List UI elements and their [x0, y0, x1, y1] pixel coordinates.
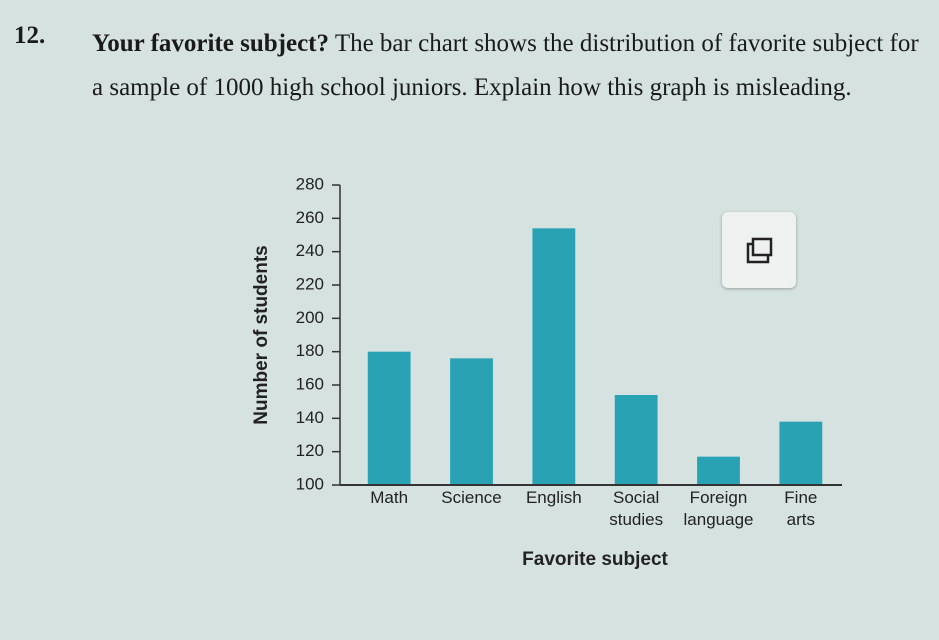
- x-tick-label: English: [525, 488, 582, 507]
- x-tick-label: Math: [370, 488, 409, 507]
- x-axis-label: Favorite subject: [522, 549, 668, 570]
- bar: [614, 395, 658, 485]
- x-tick-label: Foreign language: [683, 488, 754, 529]
- bar: [779, 421, 823, 485]
- y-tick-label: 120: [296, 441, 324, 460]
- y-tick-label: 180: [296, 341, 324, 360]
- bar: [697, 456, 740, 485]
- bar: [532, 228, 576, 486]
- y-tick-label: 200: [296, 308, 324, 327]
- y-tick-label: 160: [296, 374, 324, 393]
- y-tick-label: 140: [296, 408, 324, 427]
- copy-icon: [746, 237, 773, 264]
- question-number: 12.: [14, 22, 46, 49]
- question-text: The bar chart shows the distribution of …: [92, 30, 919, 101]
- y-tick-label: 260: [296, 208, 324, 227]
- bar: [450, 358, 493, 485]
- y-tick-label: 100: [296, 474, 324, 493]
- y-axis-label: Number of students: [251, 245, 272, 424]
- bar: [367, 351, 411, 485]
- x-tick-label: Social studies: [609, 488, 664, 529]
- copy-button[interactable]: [722, 212, 796, 288]
- question-title: Your favorite subject?: [92, 30, 329, 57]
- y-tick-label: 240: [296, 241, 324, 260]
- question-body: Your favorite subject? The bar chart sho…: [92, 22, 932, 110]
- x-tick-label: Science: [441, 488, 502, 507]
- y-tick-label: 280: [296, 174, 324, 193]
- y-tick-label: 220: [296, 274, 324, 293]
- x-tick-label: Fine arts: [784, 488, 818, 529]
